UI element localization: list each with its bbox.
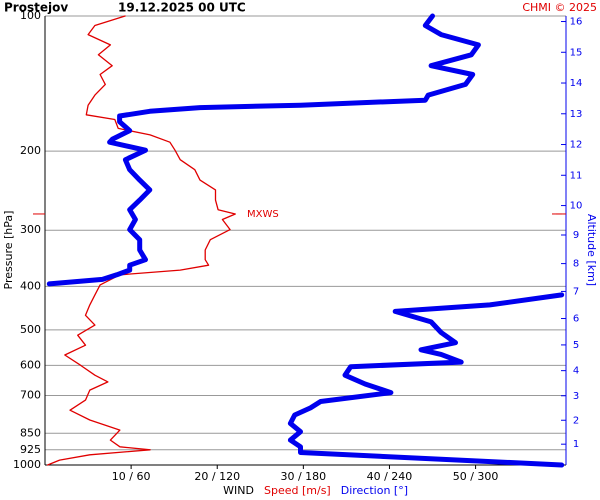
y2-tick-label: 7 — [573, 286, 579, 297]
y2-tick-label: 1 — [573, 439, 579, 450]
chart-title: Prostejov — [4, 1, 68, 15]
credit: CHMI © 2025 — [522, 1, 597, 14]
y2-tick-label: 6 — [573, 314, 579, 325]
y-tick-label: 925 — [20, 443, 41, 456]
y-tick-label: 400 — [20, 279, 41, 292]
chart-subtitle: 19.12.2025 00 UTC — [118, 1, 246, 15]
series-line — [46, 15, 236, 466]
x-tick-label: 30 / 180 — [280, 470, 326, 483]
x-tick-label: 40 / 240 — [367, 470, 413, 483]
y-tick-label: 100 — [20, 9, 41, 22]
annotation-label: MXWS — [247, 209, 279, 220]
y-tick-label: 300 — [20, 223, 41, 236]
y2-tick-label: 14 — [570, 78, 583, 89]
legend-label: Speed [m/s] — [264, 484, 331, 497]
legend-label: Direction [°] — [341, 484, 408, 497]
y2-tick-label: 4 — [573, 366, 579, 377]
y-tick-label: 200 — [20, 144, 41, 157]
y2-axis-label: Altitude [km] — [585, 214, 598, 286]
y2-tick-label: 16 — [570, 17, 583, 28]
y2-tick-label: 3 — [573, 391, 579, 402]
x-axis-label: WIND — [223, 484, 254, 497]
y-tick-label: 600 — [20, 358, 41, 371]
y2-tick-label: 2 — [573, 415, 579, 426]
y-tick-label: 850 — [20, 426, 41, 439]
y2-tick-label: 5 — [573, 340, 579, 351]
series-line — [287, 292, 565, 468]
x-tick-label: 10 / 60 — [112, 470, 151, 483]
y-axis-label: Pressure [hPa] — [2, 211, 15, 290]
series-line — [46, 13, 481, 287]
y2-tick-label: 10 — [570, 201, 583, 212]
y2-tick-label: 13 — [570, 109, 583, 120]
x-tick-label: 50 / 300 — [453, 470, 499, 483]
y2-tick-label: 15 — [570, 47, 583, 58]
x-tick-label: 20 / 120 — [194, 470, 240, 483]
y-tick-label: 700 — [20, 388, 41, 401]
y-tick-label: 1000 — [13, 458, 41, 471]
y2-tick-label: 11 — [570, 170, 583, 181]
y-tick-label: 500 — [20, 323, 41, 336]
y2-tick-label: 12 — [570, 140, 583, 151]
y2-tick-label: 9 — [573, 230, 579, 241]
y2-tick-label: 8 — [573, 259, 579, 270]
